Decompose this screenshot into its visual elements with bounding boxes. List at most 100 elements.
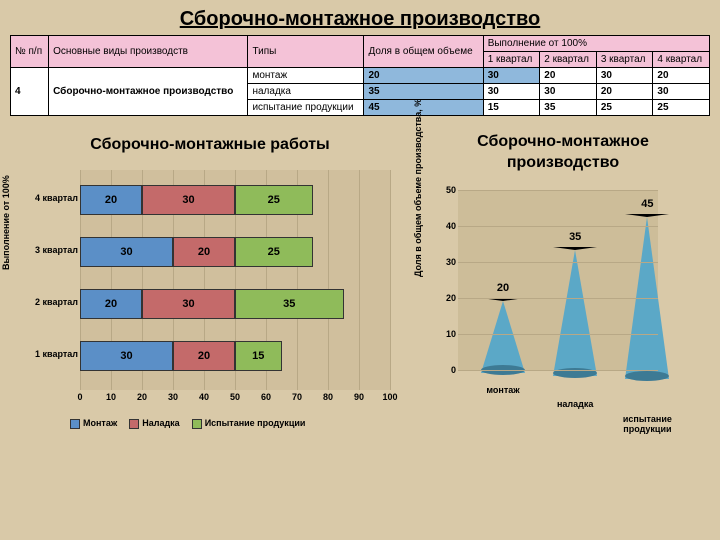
cell-q: 20 [653,68,710,84]
cone-category-label: монтаж [463,385,543,395]
th-name: Основные виды производств [49,36,248,68]
cell-q: 25 [653,100,710,116]
bar-gridline [359,170,360,390]
cell-share: 45 [364,100,483,116]
bar-row: 302015 [80,341,282,371]
bar-xtick: 60 [261,392,271,402]
table-header-row-1: № п/п Основные виды производств Типы Дол… [11,36,710,52]
cone-ytick: 40 [440,221,456,231]
legend-swatch [70,419,80,429]
th-type: Типы [248,36,364,68]
cell-type: испытание продукции [248,100,364,116]
legend-item: Наладка [129,418,179,429]
legend-swatch [192,419,202,429]
cell-n: 4 [11,68,49,116]
th-q1: 1 квартал [483,52,540,68]
bar-chart-plot: 203025302025203035302015 [80,170,390,390]
bar-segment: 30 [80,341,173,371]
cell-share: 35 [364,84,483,100]
bar-xtick: 20 [137,392,147,402]
bar-xtick: 100 [382,392,397,402]
bar-gridline [328,170,329,390]
bar-segment: 20 [173,341,235,371]
cone-chart-plot [458,190,698,390]
cone-ytick: 10 [440,329,456,339]
bar-segment: 20 [80,185,142,215]
th-group: Выполнение от 100% [483,36,709,52]
cell-type: наладка [248,84,364,100]
bar-xtick: 10 [106,392,116,402]
bar-segment: 20 [173,237,235,267]
bar-gridline [390,170,391,390]
cone-ytick: 50 [440,185,456,195]
bar-row: 203025 [80,185,313,215]
legend-item: Монтаж [70,418,117,429]
cone-ytick: 0 [440,365,456,375]
cell-share: 20 [364,68,483,84]
cone-base [625,371,669,381]
cone-title-line2: производство [507,154,619,171]
cell-q: 30 [483,68,540,84]
bar-category-label: 2 квартал [30,297,78,307]
legend-item: Испытание продукции [192,418,306,429]
cone-gridline [458,262,658,263]
bar-xtick: 90 [354,392,364,402]
cone [625,214,669,379]
cone-chart-ylabel: Доля в общем объеме производства, % [413,98,423,276]
th-share: Доля в общем объеме [364,36,483,68]
bar-chart-ylabel: Выполнение от 100% [1,175,11,270]
cone-title-line1: Сборочно-монтажное [477,133,649,150]
charts-row: Сборочно-монтажные работы Выполнение от … [10,130,710,460]
bar-xtick: 50 [230,392,240,402]
bar-chart-title: Сборочно-монтажные работы [10,130,410,160]
cell-q: 30 [540,84,597,100]
table-row: 4 Сборочно-монтажное производство монтаж… [11,68,710,84]
th-q2: 2 квартал [540,52,597,68]
cell-q: 25 [596,100,653,116]
legend-swatch [129,419,139,429]
bar-xtick: 30 [168,392,178,402]
cone-value-label: 45 [641,198,653,210]
bar-category-label: 1 квартал [30,349,78,359]
th-q3: 3 квартал [596,52,653,68]
bar-xtick: 40 [199,392,209,402]
bar-category-label: 4 квартал [30,193,78,203]
cell-q: 30 [653,84,710,100]
cone-gridline [458,298,658,299]
bar-segment: 35 [235,289,344,319]
bar-segment: 30 [80,237,173,267]
bar-segment: 20 [80,289,142,319]
bar-row: 302025 [80,237,313,267]
cone-value-label: 20 [497,282,509,294]
cell-q: 20 [540,68,597,84]
bar-xtick: 70 [292,392,302,402]
th-n: № п/п [11,36,49,68]
cone-gridline [458,370,658,371]
bar-segment: 30 [142,185,235,215]
bar-chart: Сборочно-монтажные работы Выполнение от … [10,130,410,460]
cone-gridline [458,226,658,227]
cone-gridline [458,334,658,335]
bar-xtick: 0 [77,392,82,402]
cone-ytick: 20 [440,293,456,303]
cone-value-label: 35 [569,231,581,243]
data-table: № п/п Основные виды производств Типы Дол… [10,35,710,116]
bar-segment: 15 [235,341,282,371]
cell-q: 30 [483,84,540,100]
bar-row: 203035 [80,289,344,319]
cell-q: 30 [596,68,653,84]
bar-segment: 30 [142,289,235,319]
cell-q: 35 [540,100,597,116]
cell-type: монтаж [248,68,364,84]
cone-chart: Сборочно-монтажное производство Доля в о… [418,130,708,460]
cone-gridline [458,190,658,191]
bar-category-label: 3 квартал [30,245,78,255]
cone-ytick: 30 [440,257,456,267]
cone [553,247,597,376]
bar-segment: 25 [235,237,313,267]
bar-chart-legend: Монтаж Наладка Испытание продукции [70,418,305,429]
bar-segment: 25 [235,185,313,215]
cone-category-label: испытание продукции [607,414,687,434]
page-title: Сборочно-монтажное производство [0,0,720,35]
th-q4: 4 квартал [653,52,710,68]
